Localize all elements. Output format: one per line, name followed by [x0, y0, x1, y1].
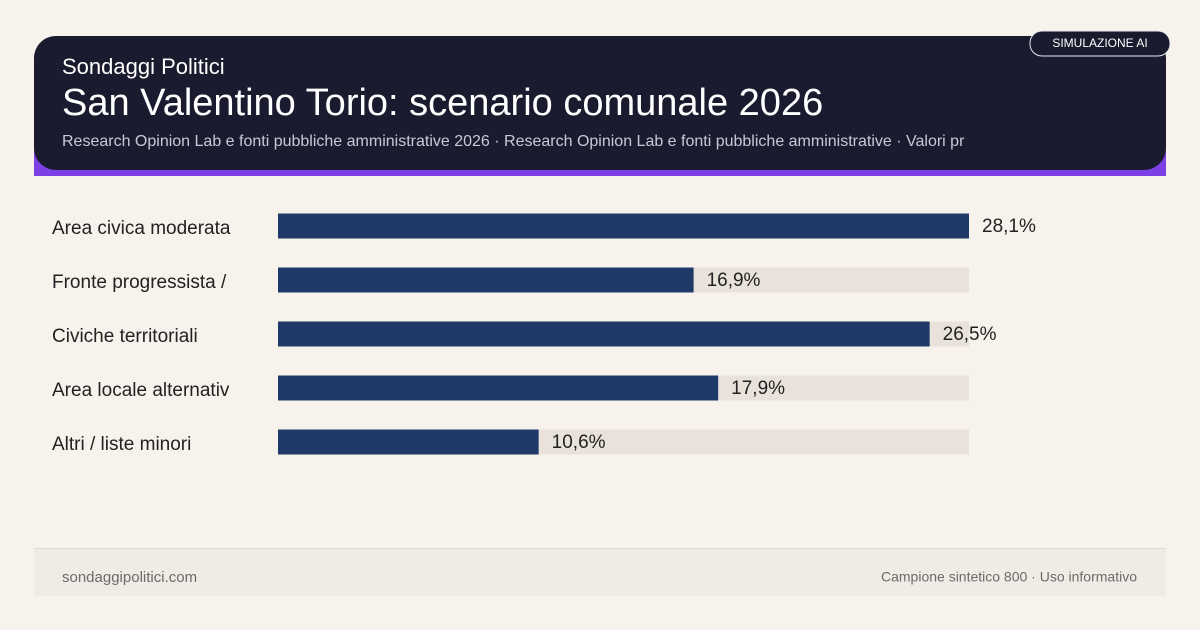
bar	[278, 267, 694, 293]
title: San Valentino Torio: scenario comunale 2…	[62, 82, 823, 124]
category-label: Altri / liste minori	[52, 434, 191, 455]
bar	[278, 429, 539, 455]
kicker: Sondaggi Politici	[62, 54, 225, 79]
bar	[278, 321, 930, 347]
bar	[278, 375, 719, 401]
badge	[1029, 30, 1171, 57]
footer-left: sondaggipolitici.com	[62, 569, 197, 586]
value-label: 28,1%	[982, 216, 1036, 237]
value-label: 17,9%	[731, 378, 785, 399]
value-label: 10,6%	[552, 432, 606, 453]
header-panel	[34, 36, 1166, 170]
bar	[278, 213, 969, 239]
value-label: 16,9%	[707, 270, 761, 291]
category-label: Area civica moderata	[52, 218, 231, 239]
subtitle: Research Opinion Lab e fonti pubbliche a…	[62, 133, 965, 150]
footer-right: Campione sintetico 800 · Uso informativo	[881, 569, 1137, 585]
value-label: 26,5%	[943, 324, 997, 345]
category-label: Area locale alternativ	[52, 380, 230, 401]
category-label: Fronte progressista /	[52, 272, 227, 293]
category-label: Civiche territoriali	[52, 326, 198, 347]
badge-text: SIMULAZIONE AI	[1052, 36, 1147, 50]
footer-panel	[34, 548, 1166, 596]
